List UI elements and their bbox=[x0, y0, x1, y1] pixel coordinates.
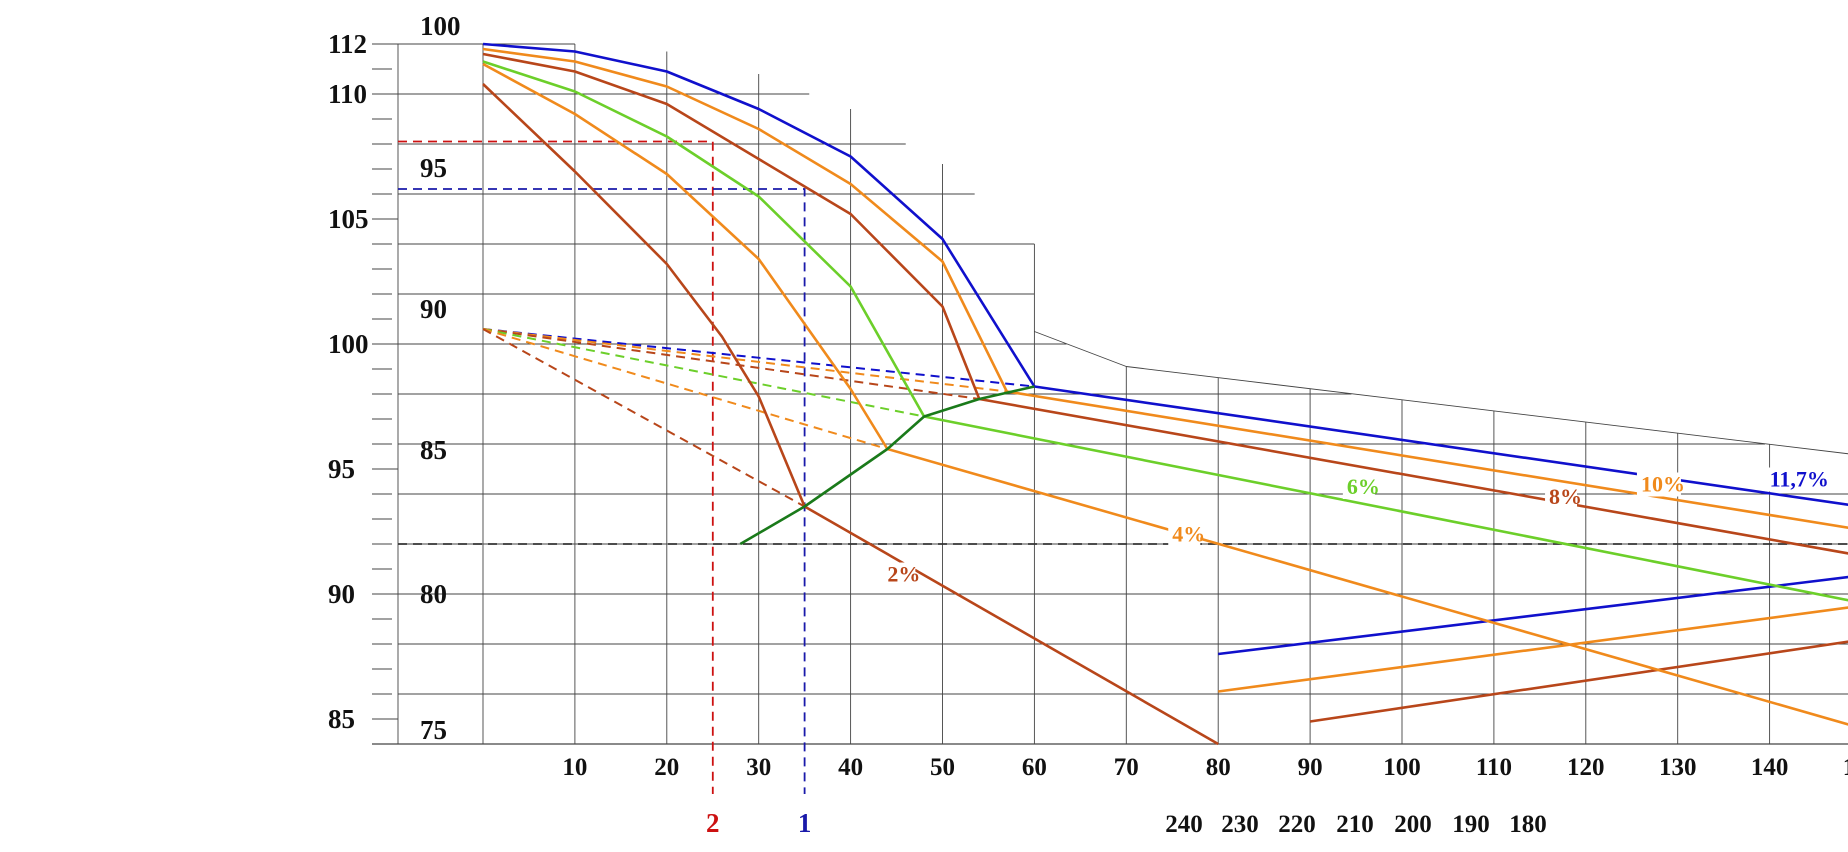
x-tick-label: 100 bbox=[1383, 754, 1421, 781]
series-10_-tail bbox=[1006, 390, 1848, 529]
guide-line-1 bbox=[398, 140, 714, 794]
series-6_-upper bbox=[482, 60, 926, 418]
x-tick-label: 70 bbox=[1114, 754, 1139, 781]
y-outer-tick-label: 90 bbox=[328, 579, 355, 609]
y-inner-tick-label: 85 bbox=[420, 435, 447, 465]
marker-2: 2 bbox=[706, 808, 720, 838]
grid bbox=[372, 43, 1848, 745]
series-11_7_-tail bbox=[1034, 385, 1848, 506]
x-tick-label: 10 bbox=[562, 754, 587, 781]
guide-lines bbox=[398, 140, 1848, 794]
curve-label-4_: 4% bbox=[1172, 522, 1205, 547]
y-outer-tick-label: 85 bbox=[328, 704, 355, 734]
x-tick-label: 50 bbox=[930, 754, 955, 781]
x-tick-label: 130 bbox=[1659, 754, 1697, 781]
dashed-line-1 bbox=[482, 328, 1007, 393]
series-4_-upper bbox=[482, 62, 889, 450]
x2-tick-label: 200 bbox=[1394, 811, 1432, 838]
curve-label-bg bbox=[1342, 475, 1375, 499]
series-8_-upper bbox=[482, 52, 981, 400]
x2-tick-label: 240 bbox=[1165, 811, 1203, 838]
dashed-line-0 bbox=[482, 328, 1035, 388]
marker-1: 1 bbox=[798, 808, 812, 838]
dashed-lines bbox=[482, 328, 1035, 508]
series-2_-tail bbox=[803, 505, 1219, 746]
series-8_-return bbox=[1309, 640, 1848, 723]
series-10_-upper bbox=[482, 47, 1008, 393]
x-tick-label: 110 bbox=[1476, 754, 1512, 781]
series-4_-tail bbox=[887, 447, 1848, 726]
x2-tick-label: 180 bbox=[1509, 811, 1547, 838]
curve-label-11_7_: 11,7% bbox=[1770, 467, 1829, 492]
x-tick-label: 80 bbox=[1206, 754, 1231, 781]
x-tick-label: 90 bbox=[1298, 754, 1323, 781]
x2-tick-label: 230 bbox=[1221, 811, 1259, 838]
series-8_-tail bbox=[979, 397, 1848, 555]
curve-label-bg bbox=[1765, 467, 1834, 492]
curve-label-bg bbox=[1636, 472, 1681, 497]
series-6_-tail bbox=[923, 415, 1848, 602]
curve-label-10_: 10% bbox=[1641, 472, 1685, 497]
y-inner-tick-label: 100 bbox=[420, 11, 461, 41]
curve-label-8_: 8% bbox=[1549, 484, 1582, 509]
series-lines bbox=[482, 42, 1848, 746]
x2-tick-label: 210 bbox=[1336, 811, 1374, 838]
y-outer-tick-label: 112 bbox=[328, 29, 367, 59]
dashed-line-4 bbox=[482, 328, 888, 450]
curve-label-bg bbox=[883, 562, 916, 587]
y-inner-tick-label: 75 bbox=[420, 715, 447, 745]
y-inner-tick-label: 80 bbox=[420, 579, 447, 609]
series-10_-return bbox=[1218, 606, 1848, 693]
grid-envelope bbox=[1034, 331, 1848, 455]
curve-label-bg bbox=[1168, 522, 1201, 547]
boundary-curve bbox=[739, 385, 1035, 546]
x2-tick-label: 190 bbox=[1452, 811, 1490, 838]
y-inner-tick-label: 90 bbox=[420, 294, 447, 324]
x2-tick-label: 220 bbox=[1278, 811, 1316, 838]
curve-label-bg bbox=[1545, 485, 1578, 509]
x-tick-label: 20 bbox=[654, 754, 679, 781]
x-tick-label: 140 bbox=[1751, 754, 1789, 781]
x-tick-label: 60 bbox=[1022, 754, 1047, 781]
x-tick-label: 150 bbox=[1843, 754, 1848, 781]
dashed-line-5 bbox=[482, 328, 806, 508]
x-tick-label: 120 bbox=[1567, 754, 1605, 781]
series-11_7_-upper bbox=[482, 42, 1036, 388]
y-outer-tick-label: 105 bbox=[328, 204, 369, 234]
y-outer-tick-label: 100 bbox=[328, 329, 369, 359]
guide-line-2 bbox=[398, 188, 806, 794]
curve-label-6_: 6% bbox=[1347, 474, 1380, 499]
curve-label-2_: 2% bbox=[887, 562, 920, 587]
series-2_-upper bbox=[482, 83, 806, 508]
x-tick-label: 40 bbox=[838, 754, 863, 781]
dashed-line-2 bbox=[482, 328, 980, 400]
x-tick-label: 30 bbox=[746, 754, 771, 781]
y-outer-tick-label: 95 bbox=[328, 454, 355, 484]
series-11_7_-return bbox=[1218, 575, 1848, 656]
y-inner-tick-label: 95 bbox=[420, 153, 447, 183]
y-outer-tick-label: 110 bbox=[328, 79, 367, 109]
labels: 11,7%10%8%6%4%2%112110105100959085100959… bbox=[328, 11, 1848, 838]
